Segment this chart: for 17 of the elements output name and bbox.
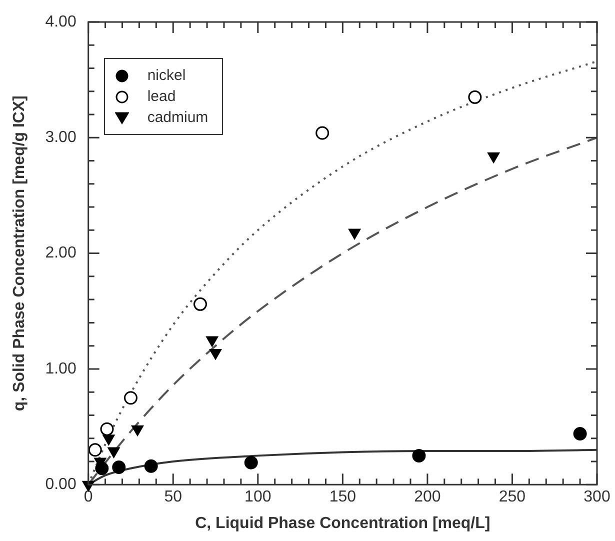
- y-tick-label: 1.00: [45, 360, 76, 378]
- x-axis-title: C, Liquid Phase Concentration [meq/L]: [195, 514, 490, 532]
- legend-label: nickel: [147, 67, 186, 84]
- legend-label: cadmium: [147, 109, 208, 126]
- x-tick-label: 100: [244, 488, 272, 506]
- y-tick-label: 2.00: [45, 244, 76, 262]
- y-axis-title: q, Solid Phase Concentration [meq/g ICX]: [11, 96, 28, 412]
- x-tick-label: 150: [329, 488, 356, 506]
- x-tick-label: 50: [164, 488, 182, 506]
- x-tick-label: 0: [84, 488, 93, 506]
- y-tick-label: 0.00: [45, 476, 76, 494]
- x-tick-label: 200: [414, 488, 441, 506]
- y-tick-label: 4.00: [45, 13, 76, 30]
- legend-label: lead: [147, 88, 176, 105]
- x-tick-label: 300: [584, 488, 610, 506]
- y-tick-label: 3.00: [45, 129, 76, 146]
- x-tick-label: 250: [498, 488, 526, 506]
